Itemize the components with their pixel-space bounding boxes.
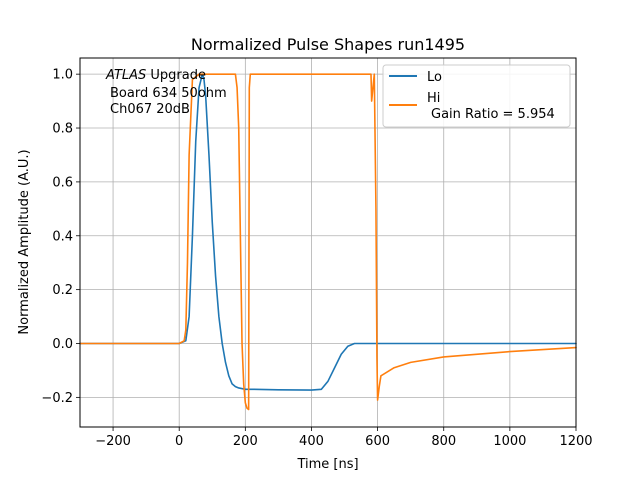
x-axis-label: Time [ns]: [296, 457, 358, 472]
y-tick-label: 0.4: [52, 229, 73, 244]
y-tick-label: −0.2: [41, 391, 73, 406]
x-tick-label: 0: [175, 434, 183, 449]
annotation-line-1-rest: Upgrade: [146, 68, 206, 83]
annotation-italic: ATLAS: [105, 68, 146, 83]
y-tick-label: 0.8: [52, 122, 73, 137]
y-tick-label: 0.2: [52, 283, 73, 298]
series-line-hi: [79, 73, 577, 411]
x-tick-label: 600: [365, 434, 390, 449]
annotation-line-3: Ch067 20dB: [110, 102, 190, 117]
annotation-line-2: Board 634 50ohm: [110, 86, 227, 101]
legend: Lo Hi Gain Ratio = 5.954: [382, 64, 571, 128]
series-line-lo: [79, 73, 577, 391]
annotation-block: ATLAS Upgrade Board 634 50ohm Ch067 20dB: [105, 68, 227, 117]
series-lines: [79, 73, 577, 411]
y-tick-label: 1.0: [52, 68, 73, 83]
y-tick-label: 0.6: [52, 175, 73, 190]
x-tick-label: 1200: [559, 434, 592, 449]
legend-label-lo: Lo: [427, 70, 442, 85]
legend-box: [382, 64, 571, 128]
x-tick-label: 400: [299, 434, 324, 449]
y-axis-label: Normalized Amplitude (A.U.): [17, 149, 32, 334]
x-tick-label: 200: [233, 434, 258, 449]
y-tick-label: 0.0: [52, 337, 73, 352]
axis-ticks: −200 0 200 400 600 800 1000 1200 −0.2 0.0 0.2 0.4 0.…: [41, 68, 592, 449]
legend-label-gain-ratio: Gain Ratio = 5.954: [431, 107, 555, 122]
chart-title: Normalized Pulse Shapes run1495: [191, 35, 465, 54]
plot-frame: [79, 57, 577, 428]
legend-label-hi: Hi: [427, 91, 440, 106]
annotation-line-1: ATLAS Upgrade: [105, 68, 206, 83]
x-tick-label: 800: [431, 434, 456, 449]
x-tick-label: −200: [95, 434, 131, 449]
x-tick-label: 1000: [493, 434, 526, 449]
